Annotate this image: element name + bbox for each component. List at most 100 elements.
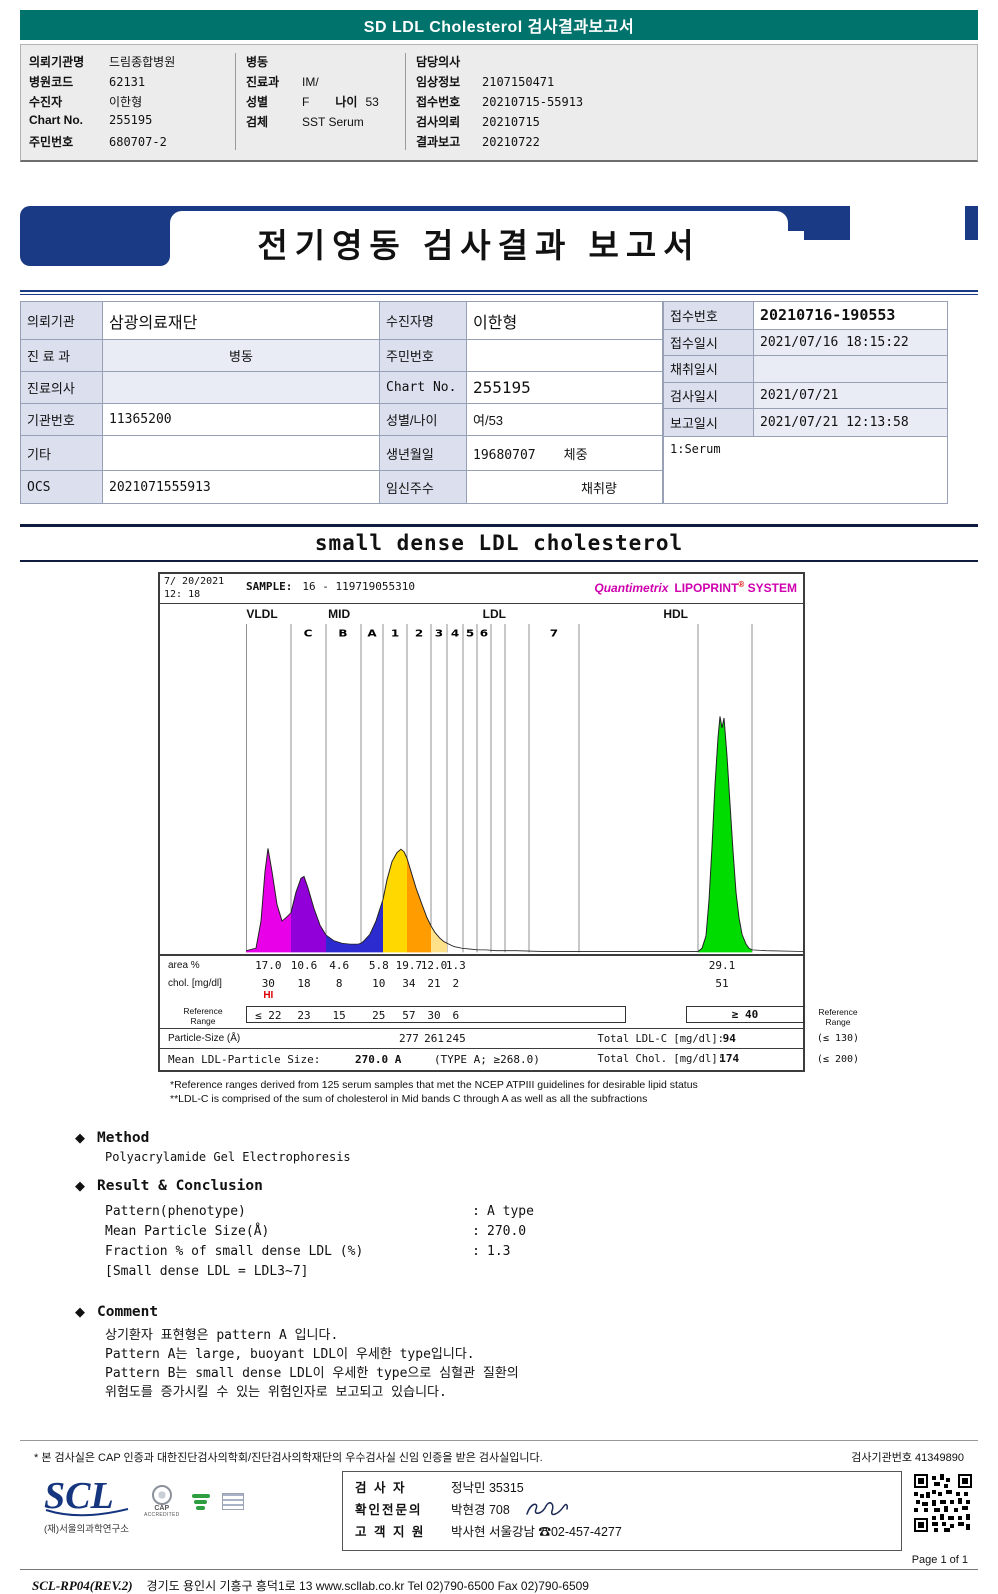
ref-value: 15 — [332, 1009, 346, 1022]
report-title: SD LDL Cholesterol 검사결과보고서 — [363, 19, 635, 36]
method-heading-row: ◆ Method — [75, 1130, 978, 1146]
cell-label: 생년월일 — [379, 435, 467, 471]
result-note: [Small dense LDL = LDL3~7] — [105, 1264, 309, 1280]
comment-line: 위험도를 증가시킬 수 있는 위험인자로 보고되고 있습니다. — [105, 1385, 447, 1401]
order-table-right: 접수번호 20210716-190553 접수일시 2021/07/16 18:… — [663, 301, 948, 505]
eqa-logo-icon — [191, 1492, 210, 1512]
field-label: 결과보고 — [416, 135, 461, 149]
ref-value: 30 — [427, 1009, 441, 1022]
total-ldl-label: Total LDL-C [mg/dl]: — [597, 1033, 724, 1045]
cell-label: 접수일시 — [663, 328, 754, 357]
spacer — [809, 572, 867, 1005]
scl-subtitle: (재)서울의과학연구소 — [44, 1524, 129, 1536]
field-label: 주민번호 — [29, 135, 74, 149]
area-value: 12.0 — [420, 959, 448, 972]
total-ldl-value: 94 — [722, 1032, 736, 1045]
report-main-title: 전기영동 검사결과 보고서 — [170, 211, 788, 275]
result-value: 1.3 — [487, 1244, 511, 1260]
particle-size-values: 277 261 245 Total LDL-C [mg/dl]: 94 — [246, 1029, 804, 1048]
result-heading: Result & Conclusion — [97, 1178, 263, 1195]
cell-label: 진료의사 — [20, 371, 103, 404]
chol-value: 34 — [402, 977, 416, 990]
cell-label: 검사일시 — [663, 381, 754, 410]
lane-vldl-label: VLDL — [246, 607, 278, 621]
field-value: 20210715 — [482, 115, 540, 129]
chol-value: 18 — [297, 977, 311, 990]
cell-label: Chart No. — [379, 371, 467, 404]
cap-accredited-text: ACCREDITED — [144, 1512, 180, 1519]
sublane-label-3: 3 — [435, 627, 443, 639]
sublane-label-c: C — [304, 627, 313, 639]
field-label: 나이 — [335, 95, 358, 109]
info-column-1: 의뢰기관명 드림종합병원 병원코드 62131 수진자 이한형 Chart No. 25… — [29, 53, 235, 150]
field-label: 임상정보 — [416, 75, 461, 89]
field-value: SST Serum — [302, 115, 364, 129]
total-chol-value: 174 — [719, 1052, 740, 1065]
lab-address: 경기도 용인시 기흥구 흥덕1로 13 www.scllab.co.kr Tel… — [146, 1579, 589, 1594]
field-value: 255195 — [109, 113, 153, 127]
sublane-label-6: 6 — [480, 627, 489, 639]
ref-value: 25 — [372, 1009, 386, 1022]
table-row: 진료의사 Chart No. 255195 — [20, 371, 663, 404]
area-value: 29.1 — [708, 959, 736, 972]
ref-value: ≤ 22 — [255, 1009, 282, 1022]
field-label: 의뢰기관명 — [29, 55, 85, 69]
field-label: 수진자 — [29, 95, 63, 109]
result-row: Pattern(phenotype) : A type — [105, 1202, 978, 1222]
table-row: 기타 생년월일 19680707 체중 — [20, 435, 663, 471]
staff-row: 검 사 자 정낙민 35315 — [355, 1477, 889, 1499]
midba-fill — [326, 899, 383, 953]
cell-value — [466, 339, 663, 372]
scl-logo: SCL — [44, 1475, 114, 1518]
field-label: 병동 — [246, 55, 269, 69]
brand-quantimetrix: Quantimetrix — [594, 581, 669, 595]
psize-value: 245 — [445, 1032, 466, 1045]
association-logo-icon — [221, 1493, 244, 1511]
chol-value: 8 — [335, 977, 343, 990]
staff-label: 고 객 지 원 — [355, 1525, 426, 1540]
chart-footnotes: *Reference ranges derived from 125 serum… — [170, 1078, 978, 1106]
info-row: 담당의사 — [416, 53, 971, 70]
cell-value: 병동 — [102, 339, 380, 372]
field-label: Chart No. — [29, 113, 83, 127]
staff-row: 고 객 지 원 박사현 서울강남 ☎02-457-4277 — [355, 1521, 889, 1543]
cell-sublabel: 채취량 — [581, 480, 617, 496]
info-row: 접수번호 20210715-55913 — [416, 93, 971, 110]
sublane-label-1: 1 — [391, 627, 399, 639]
reference-box-hdl: ≥ 40 — [686, 1006, 804, 1023]
field-label: 검사의뢰 — [416, 115, 461, 129]
cell-value: 19680707 — [473, 447, 536, 463]
chol-value: 10 — [372, 977, 386, 990]
footnote-2: **LDL-C is comprised of the sum of chole… — [170, 1093, 648, 1106]
cell-value: 삼광의료재단 — [102, 301, 380, 340]
area-value: 5.8 — [368, 959, 389, 972]
chart-time: 12: 18 — [164, 588, 201, 600]
field-label: 진료과 — [246, 75, 280, 89]
info-row: 검사의뢰 20210715 — [416, 113, 971, 130]
method-section: ◆ Method Polyacrylamide Gel Electrophore… — [20, 1130, 978, 1164]
cell-label: 의뢰기관 — [20, 301, 103, 340]
cell-value: 여/53 — [466, 403, 663, 436]
ref-value: 23 — [297, 1009, 311, 1022]
cell-label: 진 료 과 — [20, 339, 103, 372]
mean-size-label: Mean LDL-Particle Size: — [168, 1053, 321, 1066]
table-row: 채취일시 — [663, 355, 948, 383]
qr-code — [914, 1474, 972, 1533]
info-row: 임상정보 2107150471 — [416, 73, 971, 90]
reference-range-label: Reference Range — [183, 1006, 223, 1027]
cell-value: 2021071555913 — [102, 470, 380, 504]
total-chol-reference: (≤ 200) — [816, 1054, 860, 1065]
field-label: 접수번호 — [416, 95, 461, 109]
field-value: 이한형 — [109, 95, 143, 109]
info-row: 수진자 이한형 — [29, 93, 235, 110]
psize-value: 261 — [424, 1032, 444, 1045]
info-row: 성별 F 나이 53 — [246, 93, 405, 110]
cell-value — [753, 355, 948, 383]
psize-value: 277 — [398, 1032, 419, 1045]
result-heading-row: ◆ Result & Conclusion — [75, 1178, 978, 1194]
cell-label: 임신주수 — [379, 470, 467, 504]
table-row: 기관번호 11365200 성별/나이 여/53 — [20, 403, 663, 436]
cell-label: 채취일시 — [663, 355, 754, 383]
staff-row: 확인전문의 박현경 708 — [355, 1499, 889, 1521]
patient-info-header: 의뢰기관명 드림종합병원 병원코드 62131 수진자 이한형 Chart No. 25… — [20, 44, 978, 162]
